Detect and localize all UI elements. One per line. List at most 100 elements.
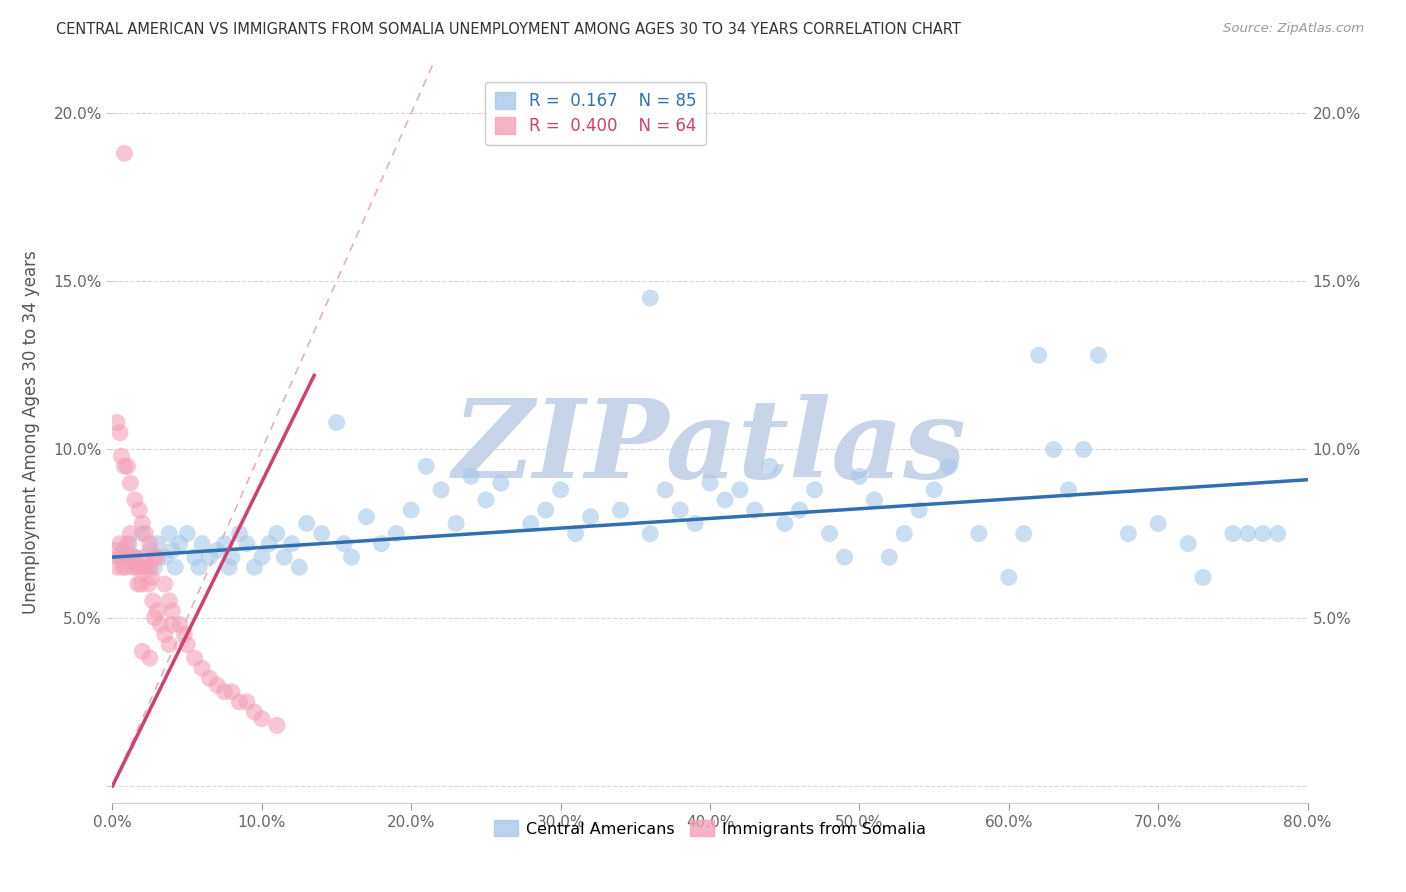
Point <box>124 550 146 565</box>
Point <box>863 492 886 507</box>
Point <box>295 516 318 531</box>
Point <box>205 678 228 692</box>
Point <box>134 550 156 565</box>
Point <box>114 543 135 558</box>
Point <box>110 550 132 565</box>
Point <box>122 560 145 574</box>
Point <box>139 560 162 574</box>
Point <box>333 536 356 550</box>
Point <box>117 550 139 565</box>
Point <box>1028 348 1050 362</box>
Legend: Central Americans, Immigrants from Somalia: Central Americans, Immigrants from Somal… <box>488 814 932 843</box>
Point <box>654 483 676 497</box>
Point <box>120 476 142 491</box>
Point <box>243 705 266 719</box>
Point <box>176 638 198 652</box>
Point <box>236 536 259 550</box>
Point <box>744 503 766 517</box>
Point <box>139 651 162 665</box>
Point <box>149 617 172 632</box>
Point <box>273 550 295 565</box>
Point <box>938 459 960 474</box>
Point <box>1073 442 1095 457</box>
Point <box>879 550 901 565</box>
Point <box>1237 526 1260 541</box>
Point <box>221 550 243 565</box>
Point <box>120 526 142 541</box>
Point <box>228 526 250 541</box>
Point <box>139 543 162 558</box>
Point <box>311 526 333 541</box>
Point <box>444 516 467 531</box>
Point <box>198 671 221 685</box>
Point <box>228 695 250 709</box>
Point <box>1042 442 1064 457</box>
Point <box>669 503 692 517</box>
Point <box>131 516 153 531</box>
Point <box>128 560 150 574</box>
Point <box>128 503 150 517</box>
Point <box>759 459 782 474</box>
Point <box>1118 526 1140 541</box>
Point <box>236 695 259 709</box>
Point <box>773 516 796 531</box>
Point <box>162 543 183 558</box>
Point <box>127 577 149 591</box>
Point <box>153 627 176 641</box>
Point <box>131 644 153 658</box>
Point <box>138 577 160 591</box>
Point <box>117 459 139 474</box>
Point <box>356 509 378 524</box>
Point <box>107 550 129 565</box>
Point <box>967 526 990 541</box>
Point <box>191 661 214 675</box>
Point <box>143 550 166 565</box>
Point <box>728 483 751 497</box>
Point <box>1222 526 1244 541</box>
Point <box>714 492 737 507</box>
Point <box>1012 526 1035 541</box>
Point <box>114 146 135 161</box>
Point <box>134 526 156 541</box>
Point <box>118 536 141 550</box>
Point <box>1087 348 1109 362</box>
Point <box>108 536 131 550</box>
Point <box>135 560 157 574</box>
Point <box>131 526 153 541</box>
Y-axis label: Unemployment Among Ages 30 to 34 years: Unemployment Among Ages 30 to 34 years <box>22 251 39 615</box>
Point <box>699 476 721 491</box>
Point <box>205 543 228 558</box>
Point <box>124 550 146 565</box>
Point <box>534 503 557 517</box>
Point <box>848 469 870 483</box>
Point <box>214 536 236 550</box>
Point <box>198 550 221 565</box>
Point <box>250 550 273 565</box>
Point <box>998 570 1021 584</box>
Point <box>124 492 146 507</box>
Text: Source: ZipAtlas.com: Source: ZipAtlas.com <box>1223 22 1364 36</box>
Point <box>129 577 152 591</box>
Point <box>108 425 131 440</box>
Point <box>139 536 162 550</box>
Point <box>146 550 169 565</box>
Point <box>893 526 915 541</box>
Point <box>183 651 205 665</box>
Point <box>922 483 945 497</box>
Point <box>146 604 169 618</box>
Point <box>169 536 191 550</box>
Point <box>789 503 811 517</box>
Point <box>162 604 183 618</box>
Point <box>250 712 273 726</box>
Point <box>550 483 572 497</box>
Point <box>157 638 180 652</box>
Point <box>165 560 187 574</box>
Point <box>430 483 453 497</box>
Point <box>221 685 243 699</box>
Point <box>183 550 205 565</box>
Point <box>111 560 134 574</box>
Point <box>1177 536 1199 550</box>
Point <box>475 492 498 507</box>
Point <box>173 627 195 641</box>
Point <box>266 718 288 732</box>
